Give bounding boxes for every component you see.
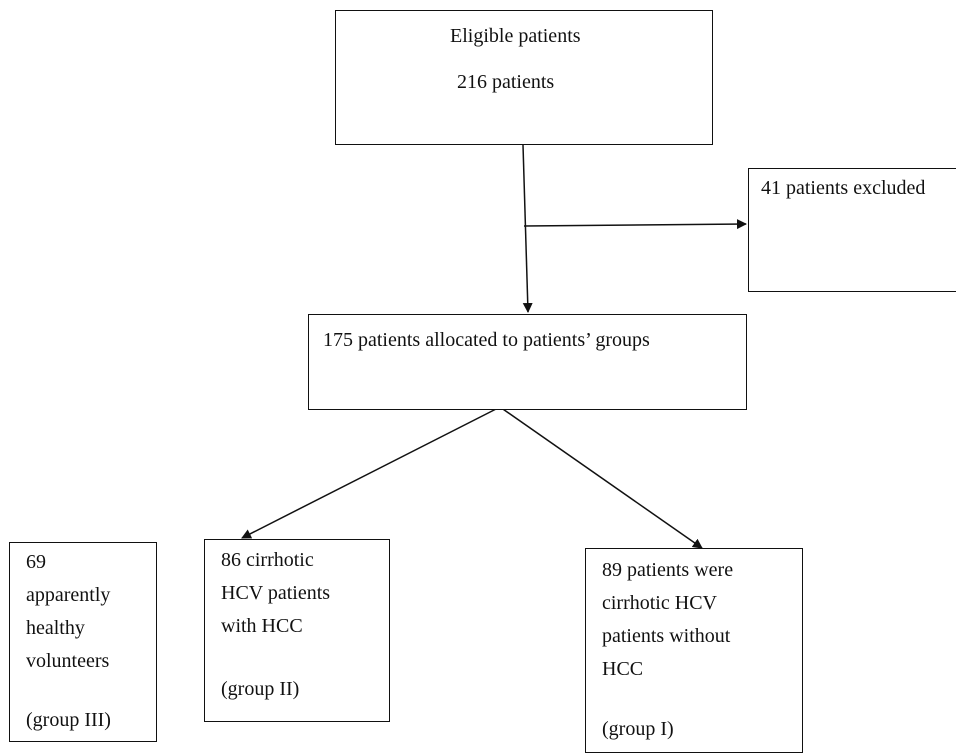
group2-line: HCV patients bbox=[221, 582, 331, 604]
allocated-text: 175 patients allocated to patients’ grou… bbox=[323, 329, 650, 351]
arrow-eligible-to-allocated bbox=[522, 144, 533, 313]
group1-line: cirrhotic HCV bbox=[602, 592, 717, 614]
group1-line: 89 patients were bbox=[602, 559, 734, 581]
excluded-box: 41 patients excluded bbox=[748, 168, 956, 292]
group2-line: 86 cirrhotic bbox=[221, 549, 314, 571]
allocated-box: 175 patients allocated to patients’ grou… bbox=[308, 314, 747, 410]
group3-line: volunteers bbox=[26, 650, 110, 672]
group2-line: with HCC bbox=[221, 615, 303, 637]
arrow-allocated-to-group1 bbox=[499, 406, 703, 549]
group3-line: healthy bbox=[26, 617, 85, 639]
group3-label: (group III) bbox=[26, 709, 111, 731]
arrow-to-excluded bbox=[523, 219, 747, 230]
group3-box: 69 apparently healthy volunteers (group … bbox=[9, 542, 157, 742]
eligible-count: 216 patients bbox=[457, 71, 555, 93]
group2-box: 86 cirrhotic HCV patients with HCC (grou… bbox=[204, 539, 390, 722]
group3-line: 69 bbox=[26, 551, 46, 573]
excluded-text: 41 patients excluded bbox=[761, 177, 926, 199]
group3-line: apparently bbox=[26, 584, 111, 606]
group1-box: 89 patients were cirrhotic HCV patients … bbox=[585, 548, 803, 753]
eligible-patients-box: Eligible patients 216 patients bbox=[335, 10, 713, 145]
eligible-title: Eligible patients bbox=[450, 25, 581, 47]
group1-line: HCC bbox=[602, 658, 644, 680]
group2-label: (group II) bbox=[221, 678, 300, 700]
group1-line: patients without bbox=[602, 625, 731, 647]
arrow-allocated-to-group2 bbox=[241, 406, 501, 539]
group1-label: (group I) bbox=[602, 718, 674, 740]
